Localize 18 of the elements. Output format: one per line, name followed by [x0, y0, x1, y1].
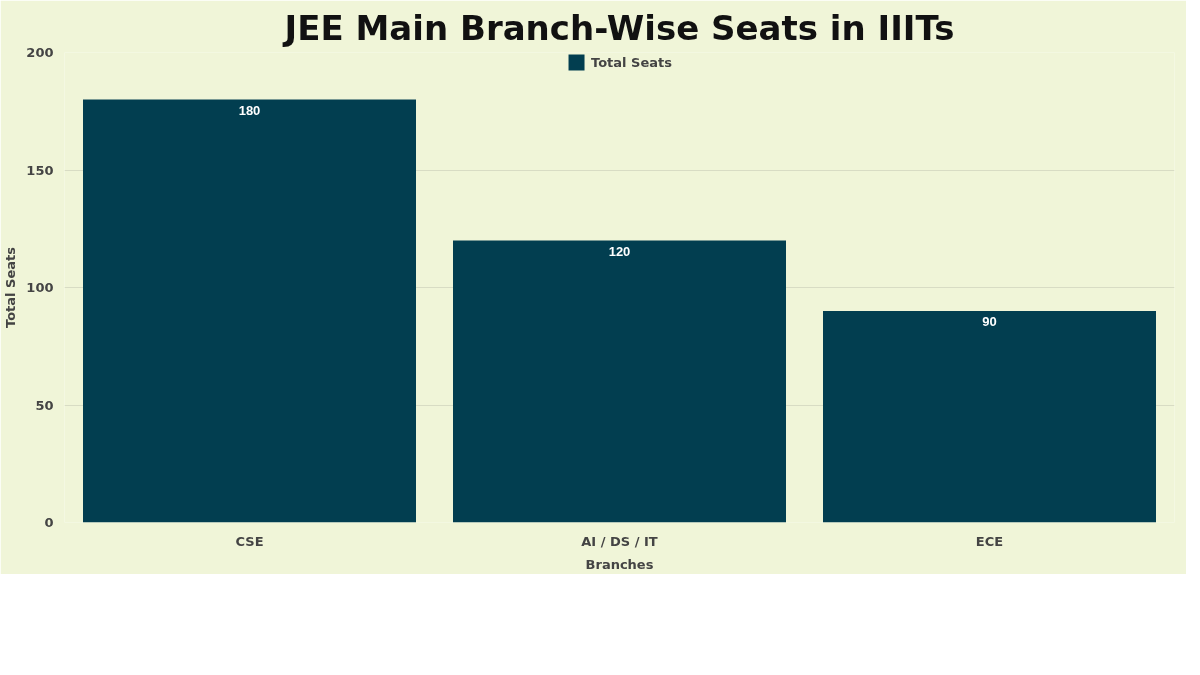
bar [83, 99, 416, 523]
x-tick-label: AI / DS / IT [581, 533, 658, 549]
y-tick-label: 50 [35, 397, 54, 413]
x-tick-label: CSE [235, 533, 264, 549]
data-label: 120 [608, 243, 631, 259]
y-tick-label: 0 [44, 515, 54, 530]
bar [823, 311, 1156, 523]
y-axis-title: Total Seats [3, 246, 19, 328]
data-label: 180 [238, 102, 261, 118]
bar [453, 240, 786, 523]
y-tick-label: 100 [26, 280, 54, 295]
y-tick-label: 200 [26, 45, 54, 60]
x-tick-label: ECE [975, 533, 1004, 549]
legend-label: Total Seats [591, 54, 672, 70]
x-axis-title: Branches [585, 556, 654, 572]
data-label: 90 [982, 314, 997, 329]
chart-title: JEE Main Branch-Wise Seats in IIITs [282, 7, 955, 48]
y-tick-label: 150 [26, 162, 54, 178]
